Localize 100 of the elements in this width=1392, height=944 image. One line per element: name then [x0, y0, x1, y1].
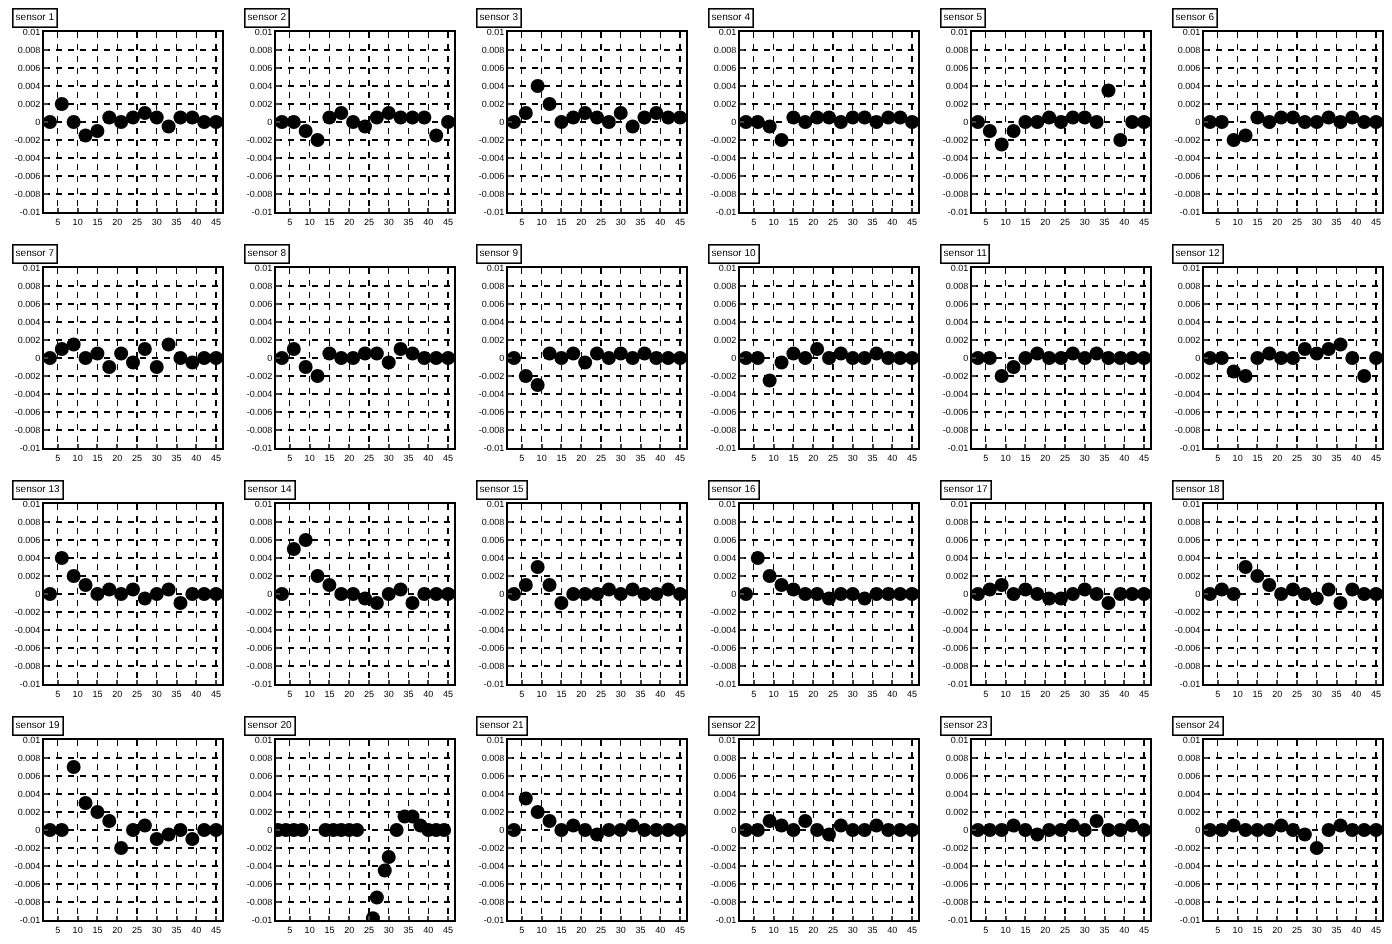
point [369, 596, 384, 610]
point [530, 79, 545, 93]
point [994, 137, 1009, 152]
point [637, 346, 652, 361]
point [44, 351, 57, 365]
point [869, 115, 884, 129]
point [1274, 110, 1289, 125]
point [1262, 578, 1277, 592]
point [1125, 587, 1140, 601]
point [774, 355, 789, 370]
point [982, 351, 997, 365]
point [786, 582, 801, 597]
point [137, 591, 152, 606]
point [1054, 823, 1068, 837]
point [1089, 814, 1104, 828]
point [972, 587, 985, 601]
point [542, 97, 557, 111]
point [197, 115, 212, 129]
point [750, 551, 765, 565]
point [508, 351, 521, 365]
point [750, 115, 765, 129]
point [762, 569, 777, 583]
point [798, 351, 813, 365]
point [740, 587, 753, 601]
point [1297, 342, 1312, 356]
point [578, 587, 593, 601]
point [209, 115, 222, 129]
point [1125, 351, 1140, 365]
point [786, 823, 801, 837]
point [994, 823, 1009, 837]
point [1006, 360, 1021, 374]
point [1238, 823, 1253, 837]
point [1101, 823, 1116, 837]
point [66, 569, 81, 583]
point [173, 823, 188, 837]
point [590, 827, 604, 842]
point [1089, 587, 1104, 601]
point [905, 823, 918, 837]
point [298, 124, 313, 138]
point [590, 110, 604, 125]
point [1262, 346, 1277, 361]
point [1204, 115, 1217, 129]
point [358, 591, 372, 606]
point [334, 587, 349, 601]
point [102, 582, 117, 597]
point [1125, 818, 1140, 833]
point [673, 110, 686, 125]
point [590, 587, 604, 601]
point [905, 587, 918, 601]
point [369, 110, 384, 125]
point [893, 110, 908, 125]
point [78, 578, 93, 592]
point [1137, 115, 1150, 129]
point [833, 115, 848, 129]
point [173, 351, 188, 365]
point [1297, 587, 1312, 601]
point [1226, 364, 1241, 379]
point [417, 351, 432, 365]
point [1250, 823, 1265, 837]
point [810, 823, 825, 837]
point [1333, 596, 1348, 610]
point [1321, 110, 1336, 125]
point [298, 360, 313, 374]
point [1101, 351, 1116, 365]
point [972, 351, 985, 365]
point [1250, 569, 1265, 583]
point [982, 124, 997, 138]
point [1321, 823, 1336, 837]
point [197, 351, 212, 365]
point [1006, 818, 1021, 833]
point [209, 351, 222, 365]
point [44, 115, 57, 129]
point [833, 818, 848, 833]
point [673, 823, 686, 837]
point [649, 351, 664, 365]
point [601, 115, 616, 129]
point [1321, 342, 1336, 356]
point [1321, 582, 1336, 597]
point [762, 814, 777, 828]
point [625, 351, 640, 365]
point [1030, 346, 1045, 361]
point [1101, 596, 1116, 610]
point [530, 560, 545, 574]
point [44, 587, 57, 601]
point [554, 351, 569, 365]
point [1286, 823, 1300, 837]
point [578, 106, 593, 120]
point [661, 823, 676, 837]
point [1345, 110, 1360, 125]
point [613, 823, 628, 837]
point [441, 115, 454, 129]
point [429, 128, 444, 143]
point [286, 342, 301, 356]
point [1065, 346, 1080, 361]
point [845, 351, 860, 365]
point [1274, 351, 1289, 365]
point [810, 342, 825, 356]
point [1226, 818, 1241, 833]
point [149, 110, 164, 125]
point [1226, 587, 1241, 601]
